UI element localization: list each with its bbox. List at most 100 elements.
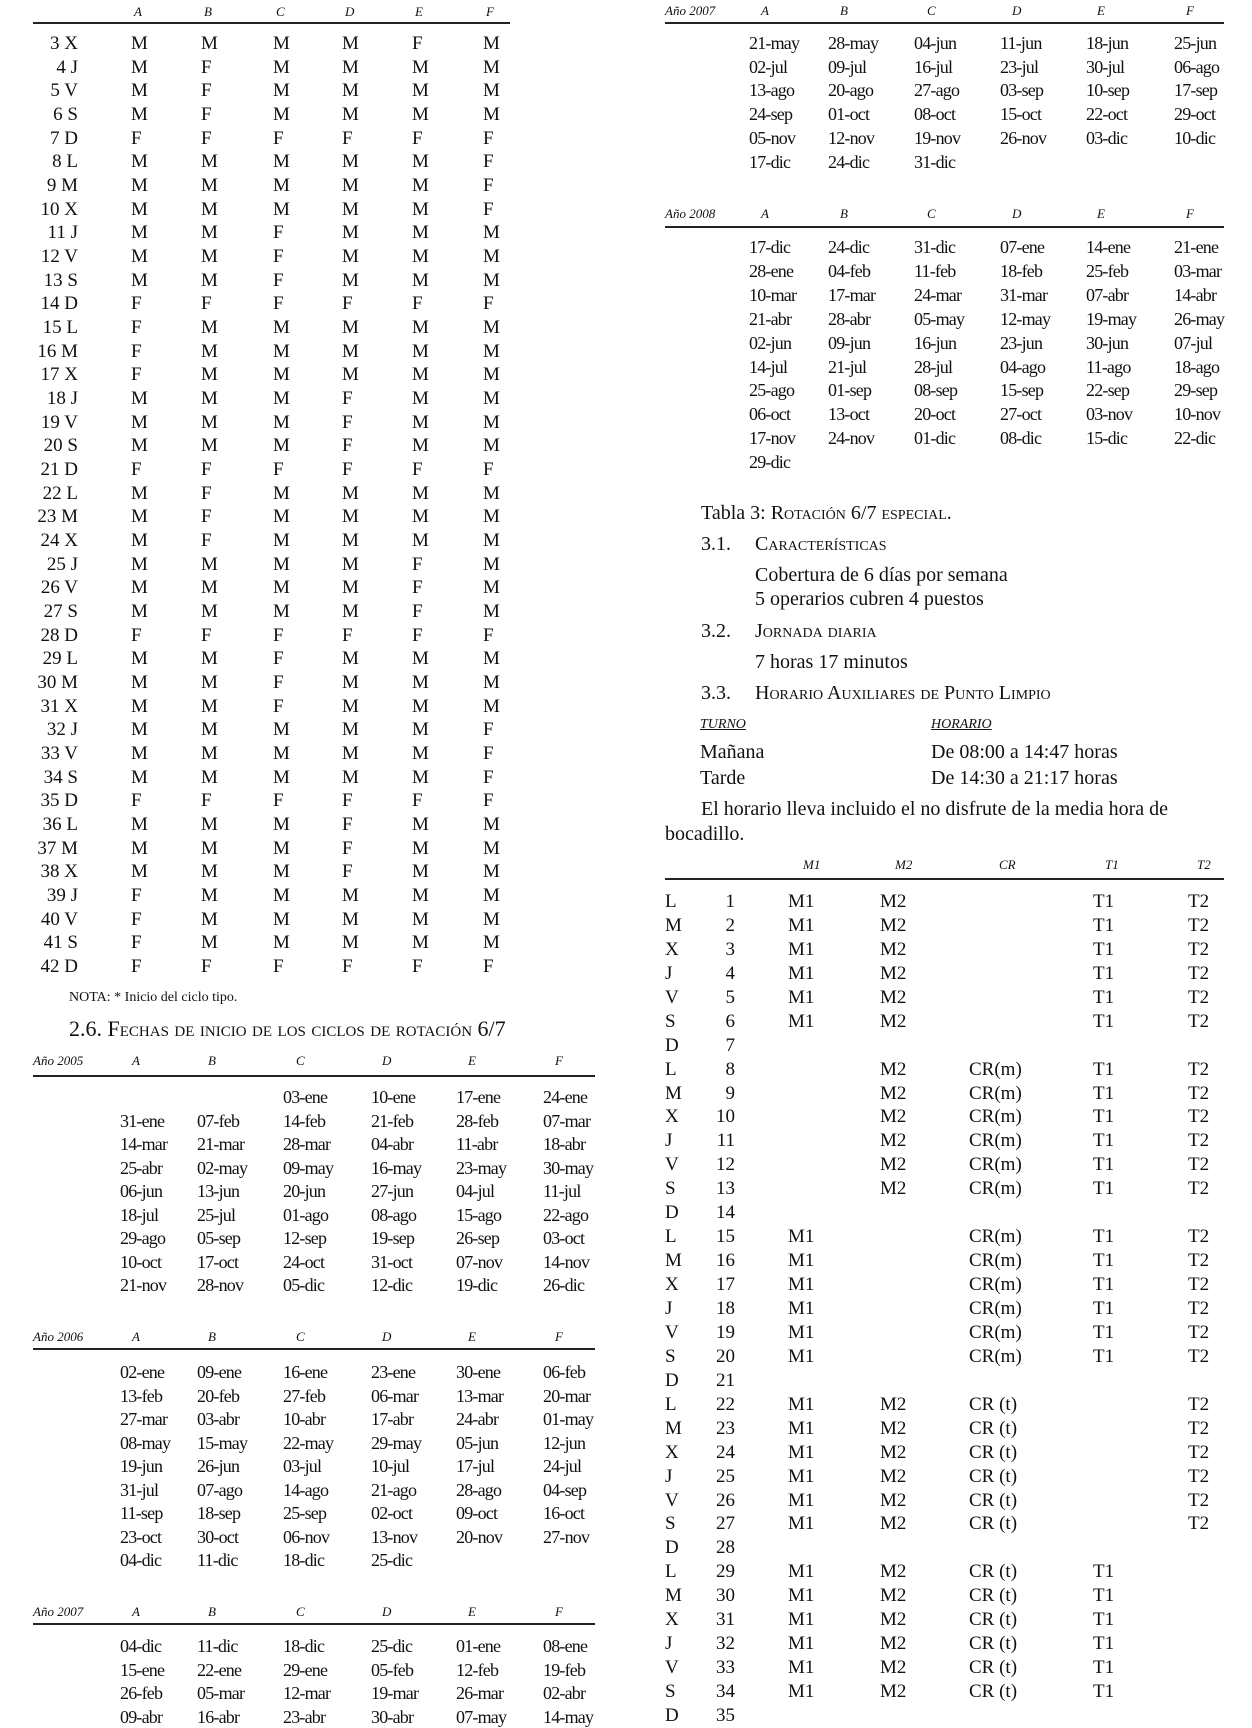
weekday-letter: M — [665, 1585, 682, 1607]
day-number: 1 — [725, 891, 736, 912]
table-cell: M — [342, 198, 359, 220]
weekday-letter: D — [665, 1202, 679, 1224]
table-cell: M — [342, 719, 359, 741]
table-cell: M — [273, 932, 290, 954]
table-cell: M — [483, 672, 500, 694]
start-date-cell: 20-oct — [914, 404, 956, 425]
start-date-cell: 07-jul — [1174, 332, 1213, 353]
table-cell: M — [131, 577, 148, 599]
weekday-letter: M — [665, 1417, 682, 1439]
shift-cell: M1 — [788, 1393, 815, 1415]
day-number: 21 — [716, 1369, 735, 1391]
column-header: B — [204, 4, 212, 19]
row-day-label: 10 X — [40, 198, 78, 220]
start-date-cell: 04-abr — [371, 1134, 414, 1154]
weekday-letter: J — [665, 962, 673, 984]
table-cell: M — [201, 198, 218, 220]
shift-cell: M1 — [788, 1417, 815, 1439]
row-day-label: 40 V — [40, 908, 78, 930]
table-cell: M — [342, 553, 359, 575]
shift-cell: M2 — [880, 1657, 907, 1679]
shift-cell: M1 — [788, 1465, 815, 1487]
shift-cell: CR(m) — [969, 1321, 1022, 1343]
weekday-letter: V — [665, 986, 679, 1008]
shift-cell: M2 — [880, 1561, 907, 1583]
start-date-cell: 10-sep — [1086, 80, 1130, 101]
row-day-label: 6 S — [53, 104, 78, 125]
shift-cell: CR (t) — [969, 1417, 1018, 1439]
table-cell: M — [483, 269, 500, 291]
shift-cell: M1 — [788, 1681, 815, 1703]
shift-cell: T2 — [1188, 914, 1210, 936]
weekday-letter: D — [665, 1704, 679, 1726]
table-cell: M — [483, 577, 500, 599]
row-day-label: 42 D — [40, 956, 78, 978]
start-date-cell: 02-may — [197, 1157, 248, 1178]
table-cell: M — [131, 482, 148, 504]
shift-cell: CR (t) — [969, 1633, 1018, 1655]
start-date-cell: 30-jul — [1086, 56, 1125, 77]
table-cell: M — [273, 861, 290, 883]
column-header: B — [208, 1604, 216, 1619]
shift-cell: M1 — [788, 986, 815, 1008]
header-rule — [665, 226, 1224, 228]
table-cell: F — [483, 151, 494, 173]
start-date-cell: 09-oct — [456, 1503, 498, 1523]
start-date-cell: 10-jul — [371, 1456, 410, 1476]
table-cell: F — [483, 459, 494, 481]
start-date-cell: 17-oct — [197, 1251, 239, 1272]
start-date-cell: 27-ago — [914, 80, 960, 101]
table-cell: M — [483, 482, 500, 504]
table-cell: M — [201, 908, 218, 930]
table-cell: M — [483, 601, 500, 623]
table-cell: M — [273, 104, 290, 125]
weekday-letter: X — [665, 1106, 679, 1128]
start-date-cell: 15-sep — [1000, 380, 1044, 401]
shift-cell: M1 — [788, 938, 815, 960]
table-cell: M — [483, 648, 500, 670]
shift-cell: CR(m) — [969, 1226, 1022, 1248]
column-header: C — [296, 1329, 305, 1344]
start-date-cell: 17-mar — [828, 284, 876, 305]
start-date-cell: 23-ene — [371, 1362, 416, 1382]
start-date-cell: 24-dic — [828, 151, 870, 172]
start-date-cell: 23-may — [456, 1157, 507, 1178]
table-cell: M — [483, 435, 500, 457]
start-date-cell: 25-feb — [1086, 260, 1129, 281]
start-date-cell: 25-ago — [749, 380, 795, 401]
table-cell: F — [483, 956, 494, 978]
table-cell: F — [131, 790, 142, 812]
start-date-cell: 30-oct — [197, 1526, 239, 1547]
table-cell: M — [131, 151, 148, 173]
shift-cell: T1 — [1093, 962, 1115, 984]
table-cell: M — [273, 766, 290, 788]
shift-cell: T2 — [1188, 962, 1210, 984]
start-date-cell: 16-jun — [914, 332, 957, 353]
start-date-cell: 14-nov — [543, 1251, 590, 1272]
s31-number: 3.1. — [701, 533, 731, 555]
shift-cell: CR (t) — [969, 1609, 1018, 1631]
column-header: D — [382, 1329, 392, 1344]
row-day-label: 37 M — [37, 837, 78, 859]
table-cell: M — [131, 198, 148, 220]
start-date-cell: 30-ene — [456, 1362, 501, 1382]
table-cell: F — [201, 56, 212, 78]
start-date-cell: 28-mar — [283, 1134, 331, 1154]
table-cell: F — [342, 790, 353, 812]
column-header: A — [134, 4, 142, 19]
start-date-cell: 25-dic — [371, 1636, 413, 1656]
table-cell: F — [273, 222, 284, 244]
start-date-cell: 21-may — [749, 33, 800, 53]
shift-cell: T1 — [1093, 1058, 1115, 1080]
start-date-cell: 28-may — [828, 33, 879, 53]
column-header: E — [468, 1604, 476, 1619]
start-date-cell: 31-dic — [914, 151, 956, 172]
shift-cell: M1 — [788, 1274, 815, 1296]
table-cell: M — [342, 932, 359, 954]
shift-cell: T1 — [1093, 891, 1115, 912]
start-date-cell: 29-may — [371, 1432, 422, 1453]
table-cell: M — [201, 175, 218, 197]
shift-cell: M1 — [788, 1321, 815, 1343]
shift-cell: T2 — [1188, 1393, 1210, 1415]
table-cell: M — [201, 222, 218, 244]
